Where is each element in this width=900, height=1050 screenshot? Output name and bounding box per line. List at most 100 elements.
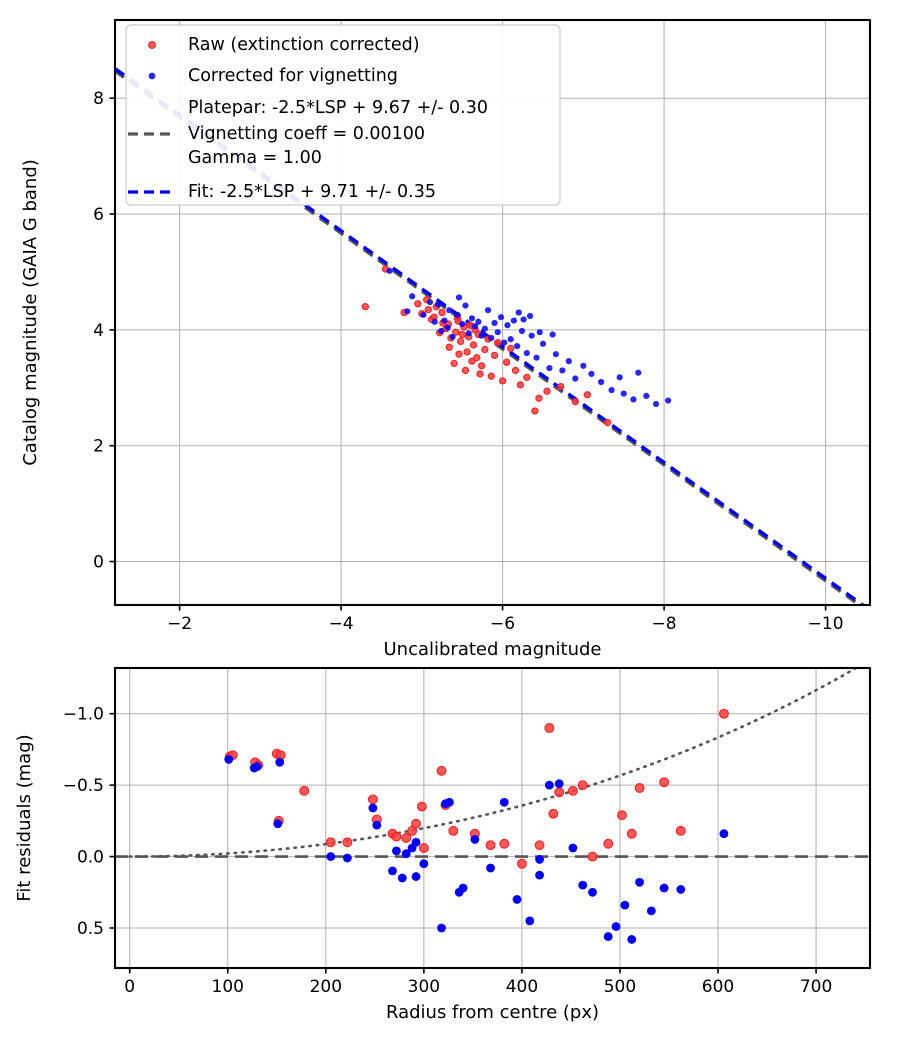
data-point (416, 801, 427, 812)
data-point (418, 843, 429, 853)
data-point (472, 323, 479, 330)
data-point (361, 303, 369, 311)
xtick-label: 0 (124, 977, 135, 997)
data-point (571, 398, 579, 406)
data-point (462, 302, 469, 309)
data-point (587, 851, 598, 862)
data-point (646, 906, 656, 916)
axes-frame-magnitude-calibration (113, 18, 872, 607)
xtick-label: 500 (604, 977, 636, 997)
data-layer-fit-residuals (115, 668, 870, 944)
data-point (252, 762, 262, 771)
data-point (659, 777, 670, 788)
data-point (511, 366, 520, 375)
panel-fit-residuals: 0 100 200 300 400 500 600 700 0.5 0.0 −0.5 −1.0 Radi… (14, 666, 872, 1023)
data-point (409, 293, 416, 300)
data-point (523, 349, 530, 357)
data-point (580, 362, 587, 369)
axes-frame-fit-residuals (113, 666, 872, 970)
data-point (507, 336, 514, 343)
data-point (449, 333, 456, 340)
data-point (525, 916, 535, 926)
data-point (620, 900, 630, 910)
legend-marker-corrected (148, 72, 156, 80)
data-point (488, 334, 495, 342)
data-point (516, 858, 527, 869)
data-point (391, 831, 402, 842)
legend-entry[interactable]: Gamma = 1.00 (188, 148, 322, 168)
data-point (444, 324, 451, 331)
data-point (468, 315, 476, 322)
data-point (465, 330, 472, 337)
data-point (531, 407, 539, 415)
data-point (504, 322, 511, 329)
legend-box (125, 24, 561, 206)
data-point (627, 935, 637, 944)
data-point (588, 887, 597, 897)
xtick-label: 600 (702, 977, 734, 997)
data-point (676, 885, 686, 894)
data-point (535, 870, 544, 880)
xtick-label: −4 (329, 614, 354, 634)
data-point (224, 755, 234, 764)
ytick-label: −0.5 (63, 776, 104, 796)
data-point (342, 853, 352, 863)
data-point (578, 880, 588, 890)
legend-entry[interactable]: Fit: -2.5*LSP + 9.71 +/- 0.35 (128, 182, 436, 202)
data-point (437, 923, 446, 933)
ytick-label: 4 (93, 321, 104, 341)
data-point (643, 392, 650, 400)
data-point (603, 932, 613, 941)
legend-entry[interactable]: Vignetting coeff = 0.00100 (128, 124, 425, 144)
data-point (497, 314, 505, 321)
data-point (567, 785, 578, 796)
gridlines-fit-residuals (115, 668, 870, 968)
legend-entry[interactable]: Platepar: -2.5*LSP + 9.67 +/- 0.30 (188, 98, 488, 118)
data-point (367, 794, 378, 805)
legend-entry[interactable]: Raw (extinction corrected) (148, 35, 420, 55)
data-point (475, 318, 482, 325)
data-point (598, 378, 605, 386)
data-point (514, 342, 521, 350)
data-point (499, 838, 510, 849)
ytick-label: 0.0 (77, 848, 104, 868)
data-point (510, 317, 517, 324)
data-point (454, 887, 464, 897)
data-point (546, 365, 553, 372)
legend-label: Fit: -2.5*LSP + 9.71 +/- 0.35 (188, 182, 436, 202)
data-point (455, 294, 463, 301)
data-point (523, 373, 531, 382)
data-point (544, 723, 555, 733)
data-point (458, 330, 466, 339)
data-point (444, 797, 454, 807)
data-point (568, 843, 578, 853)
legend-label: Corrected for vignetting (188, 66, 398, 86)
xtick-label: 400 (506, 977, 538, 997)
data-point (659, 883, 669, 893)
legend-entry[interactable]: Corrected for vignetting (148, 66, 398, 86)
data-point (342, 837, 353, 848)
data-point (450, 359, 458, 368)
data-point (275, 757, 285, 767)
data-point (446, 307, 453, 314)
yaxis-label-magnitude-calibration: Catalog magnitude (GAIA G band) (20, 159, 41, 466)
ytick-label: 0.5 (77, 919, 104, 939)
data-point (719, 829, 729, 839)
data-point (491, 319, 498, 327)
data-point (507, 344, 515, 353)
data-point (478, 332, 485, 339)
legend-label: Platepar: -2.5*LSP + 9.67 +/- 0.30 (188, 98, 488, 118)
data-point (419, 859, 429, 869)
data-point (494, 338, 502, 347)
data-point (436, 765, 447, 776)
data-point (534, 840, 545, 851)
xtick-label: 200 (310, 977, 342, 997)
ytick-label: 0 (93, 553, 104, 573)
data-point (565, 358, 572, 365)
data-point (616, 810, 627, 821)
data-point (554, 779, 564, 789)
xtick-label: −10 (808, 614, 844, 634)
data-point (616, 374, 623, 381)
data-point (438, 308, 446, 317)
